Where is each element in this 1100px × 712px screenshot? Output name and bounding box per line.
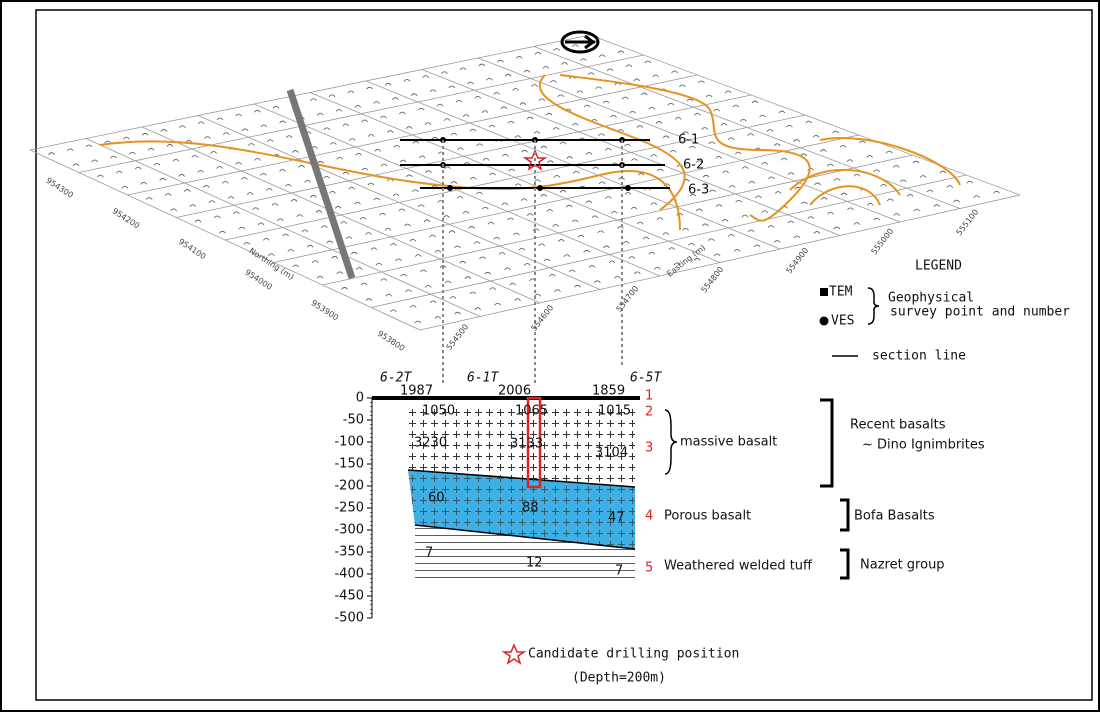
depth-tick-label: -350 <box>334 545 364 560</box>
group-label: Recent basalts <box>850 418 946 433</box>
layer-number: 2 <box>645 405 653 420</box>
depth-tick-label: -50 <box>343 413 364 428</box>
layer-number: 4 <box>645 509 653 524</box>
resistivity: 60 <box>428 491 445 506</box>
resistivity: 3133 <box>510 437 543 452</box>
group-label: Bofa Basalts <box>854 509 935 524</box>
group-label: Nazret group <box>860 558 945 573</box>
elevation: 1859 <box>592 384 625 399</box>
figure: 6-1 6-2 6-3 Northing (m) Easting (m) LEG… <box>0 0 1100 712</box>
legend-text: TEM <box>829 285 853 300</box>
candidate-label: Candidate drilling position <box>528 647 739 662</box>
resistivity: 88 <box>522 501 539 516</box>
group-label: ~ Dino Ignimbrites <box>862 438 985 453</box>
station-label: 6-1T <box>467 371 499 386</box>
depth-tick-label: -200 <box>334 479 364 494</box>
candidate-depth: (Depth=200m) <box>572 671 666 686</box>
resistivity: 3230 <box>414 436 447 451</box>
depth-tick-label: -100 <box>334 435 364 450</box>
legend-text: section line <box>872 349 966 364</box>
layer-label: Porous basalt <box>664 509 751 524</box>
depth-tick-label: -450 <box>334 589 364 604</box>
layer-number: 1 <box>645 389 653 404</box>
depth-tick-label: -300 <box>334 523 364 538</box>
line-label: 6-1 <box>678 133 699 148</box>
depth-tick-label: -250 <box>334 501 364 516</box>
line-label: 6-2 <box>683 158 704 173</box>
depth-tick-label: -150 <box>334 457 364 472</box>
layer-label: Weathered welded tuff <box>664 559 813 574</box>
resistivity: 1050 <box>422 404 455 419</box>
elevation: 1987 <box>400 384 433 399</box>
layer-number: 5 <box>645 561 653 576</box>
resistivity: 7 <box>425 546 433 561</box>
station-label: 6-5T <box>630 371 662 386</box>
elevation: 2006 <box>498 384 531 399</box>
resistivity: 47 <box>608 511 625 526</box>
layer-label: massive basalt <box>680 435 777 450</box>
depth-tick-label: -400 <box>334 567 364 582</box>
resistivity: 12 <box>526 556 543 571</box>
resistivity: 7 <box>615 564 623 579</box>
line-label: 6-3 <box>688 183 709 198</box>
depth-tick-label: -500 <box>334 611 364 626</box>
legend-text: survey point and number <box>890 305 1070 320</box>
legend-text: Geophysical <box>888 291 974 306</box>
resistivity: 3104 <box>595 446 628 461</box>
resistivity: 1015 <box>598 404 631 419</box>
legend-title: LEGEND <box>915 259 962 274</box>
depth-tick-label: 0 <box>356 391 364 406</box>
legend-text: VES <box>831 314 854 329</box>
resistivity: 1065 <box>515 404 548 419</box>
layer-number: 3 <box>645 441 653 456</box>
